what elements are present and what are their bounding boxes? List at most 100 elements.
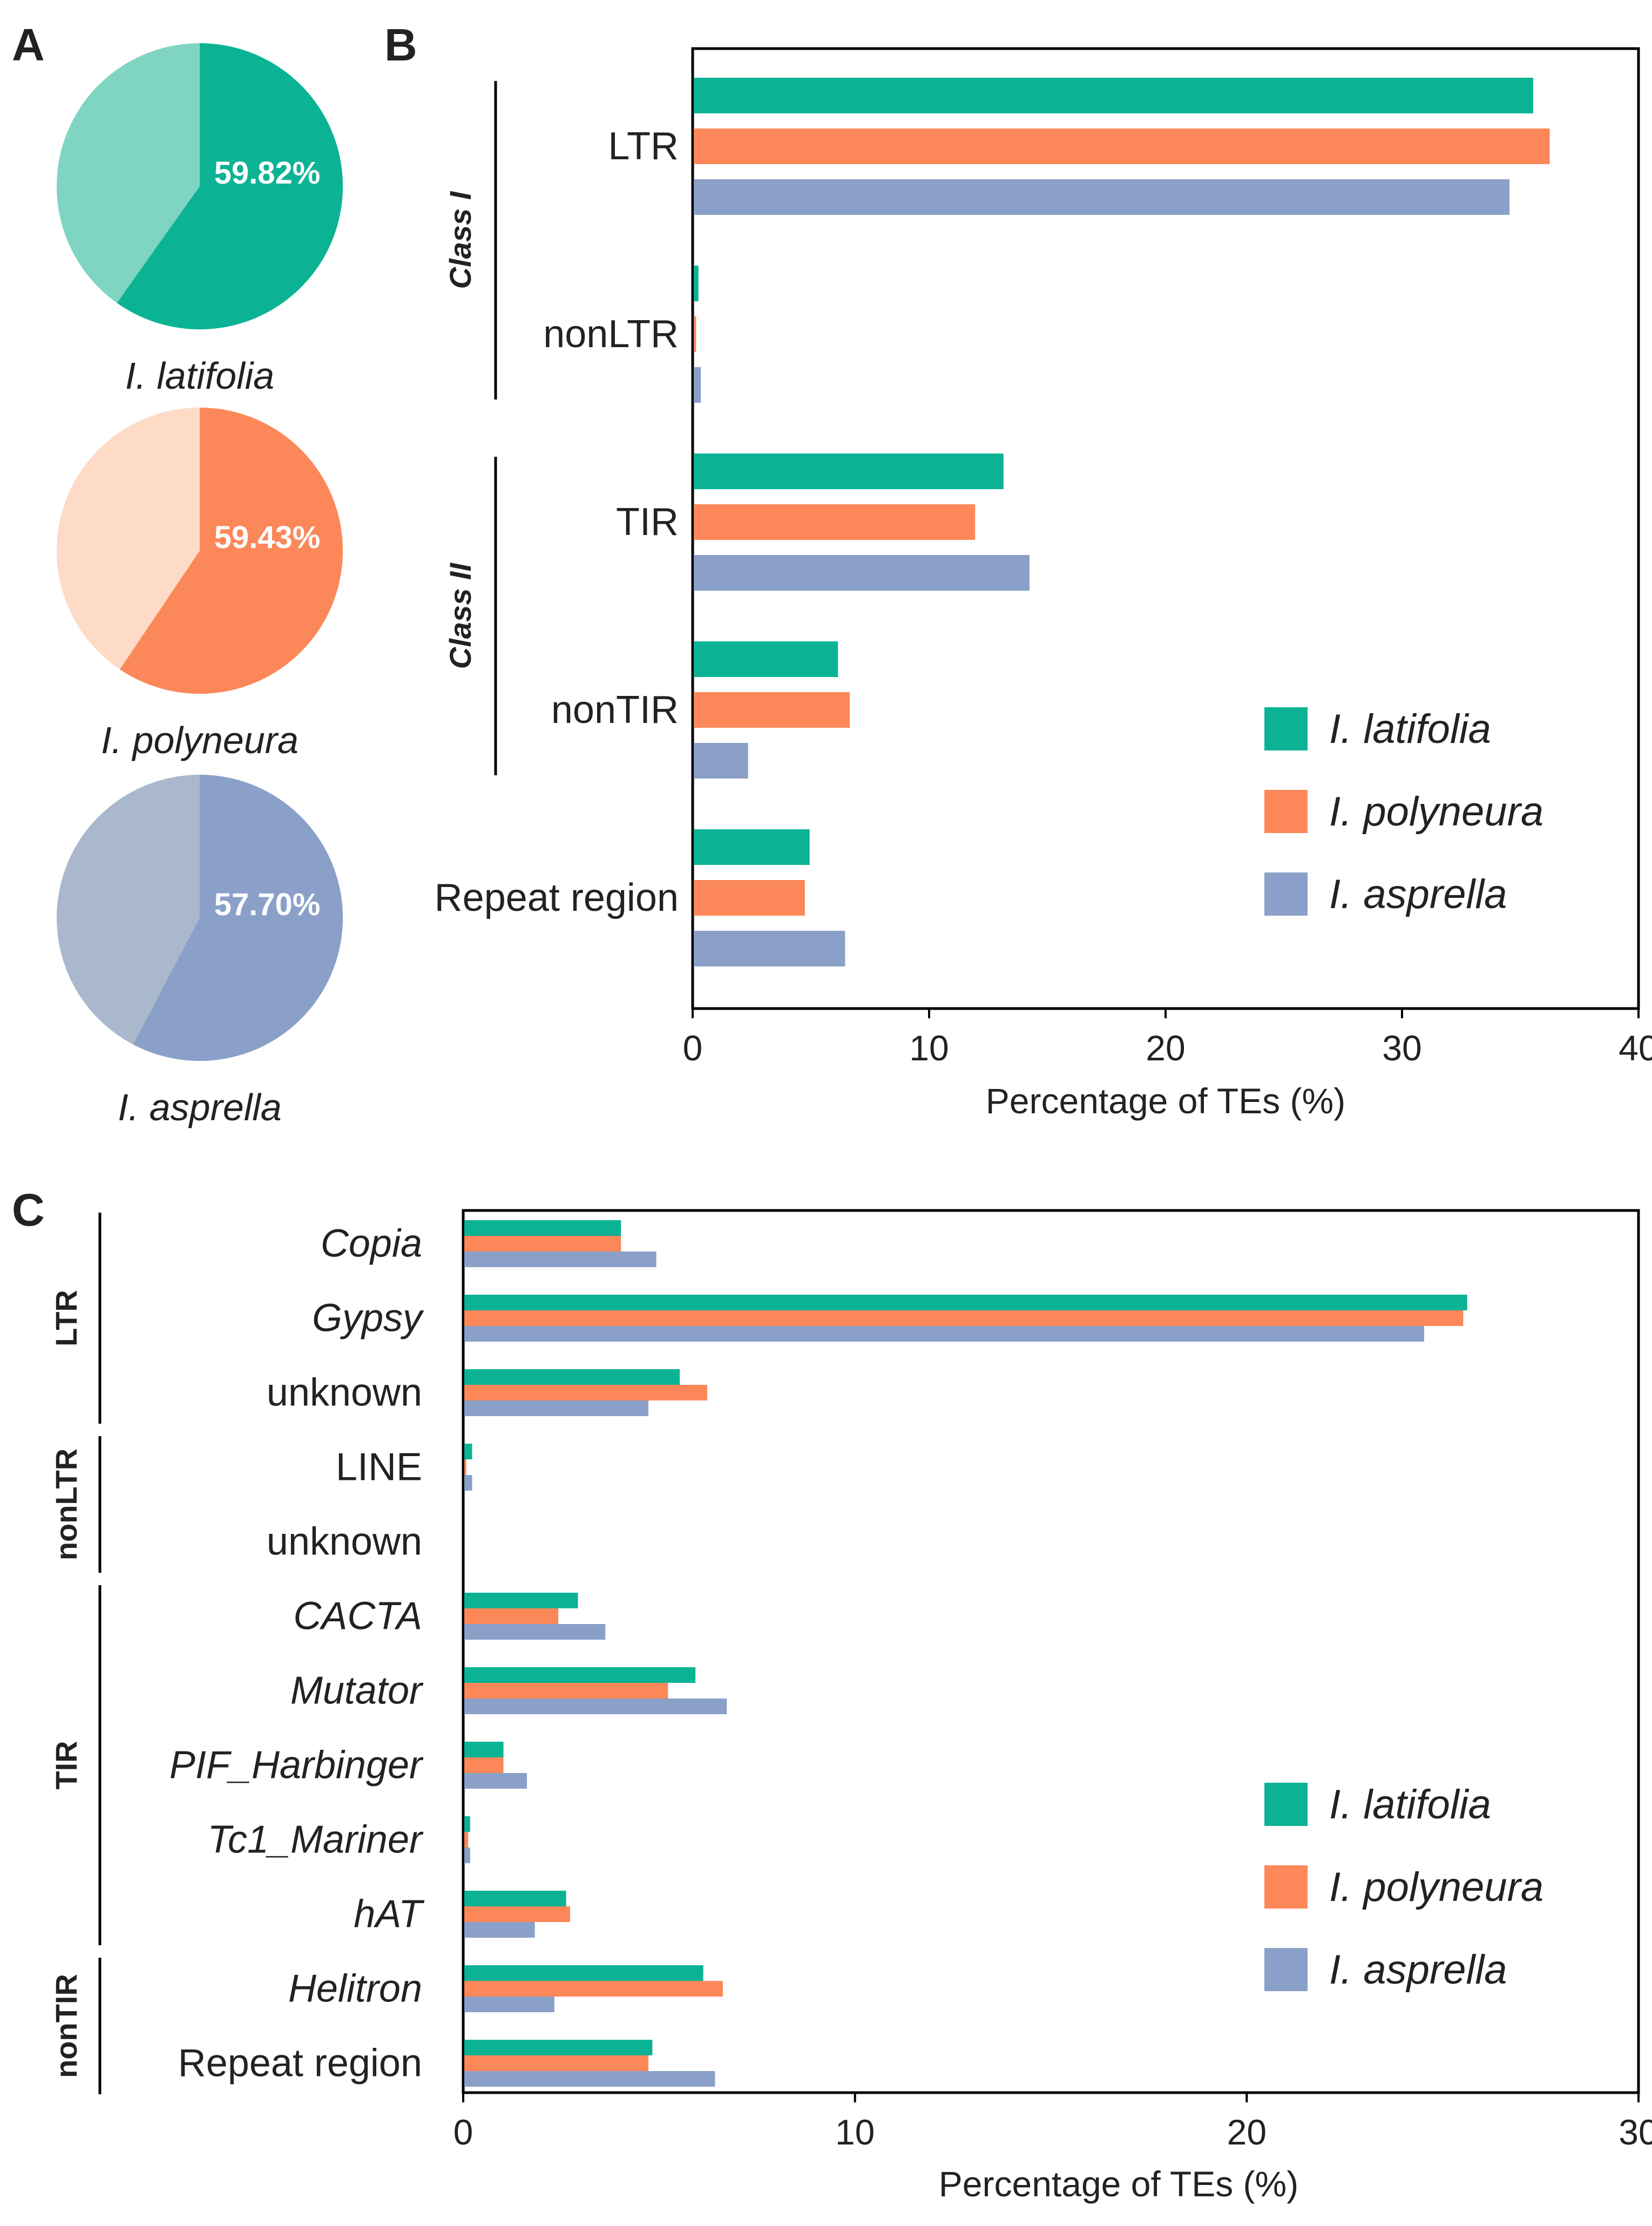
bar-gypsy-1-polyneura (464, 1310, 1464, 1326)
bar-gypsy-1-latifolia (464, 1295, 1467, 1310)
x-tick-label-20: 20 (1146, 1028, 1185, 1068)
bar-tc1-mariner-8-polyneura (464, 1832, 469, 1848)
bar-repeat-region-4-latifolia (694, 829, 810, 865)
bar-unknown-2-asprella (464, 1400, 649, 1416)
bar-line-3-latifolia (464, 1444, 472, 1459)
pie-polyneura-percent: 59.43% (214, 520, 321, 555)
pie-latifolia-species: I. latifolia (125, 355, 274, 397)
category-label-cacta-5: CACTA (293, 1595, 422, 1638)
category-label-hat-9: hAT (354, 1893, 425, 1936)
panel-b-label: B (384, 19, 417, 70)
bar-nonltr-1-asprella (694, 367, 701, 403)
category-label-unknown-2: unknown (267, 1371, 422, 1415)
bar-nontir-3-latifolia (694, 641, 838, 677)
category-label-pif-harbinger-7: PIF_Harbinger (170, 1744, 424, 1787)
legend-label-latifolia: I. latifolia (1329, 706, 1491, 752)
group-label-class-i: Class I (443, 191, 477, 289)
bar-mutator-6-polyneura (464, 1683, 668, 1699)
legend-swatch-polyneura (1264, 1865, 1308, 1909)
panel-a-pies: 59.82% I. latifolia 59.43% I. polyneura … (56, 43, 343, 1128)
category-label-repeat-region-11: Repeat region (178, 2042, 422, 2085)
pie-latifolia-percent: 59.82% (214, 155, 321, 191)
category-label-gypsy-1: Gypsy (312, 1297, 424, 1340)
category-label-copia-0: Copia (321, 1222, 422, 1266)
category-label-unknown-4: unknown (267, 1520, 422, 1564)
bar-copia-0-asprella (464, 1251, 656, 1267)
bar-unknown-2-polyneura (464, 1385, 707, 1400)
bar-repeat-region-11-latifolia (464, 2040, 653, 2055)
bar-pif-harbinger-7-asprella (464, 1773, 527, 1789)
category-label-line-3: LINE (336, 1446, 422, 1489)
pie-polyneura-species: I. polyneura (101, 719, 299, 761)
category-label-ltr-0: LTR (608, 125, 679, 168)
category-label-tc1-mariner-8: Tc1_Mariner (207, 1818, 424, 1862)
panel-c-marks: 0 10 20 30 Copia Gypsy unknown LINE unknown CACTA… (49, 1213, 1652, 2152)
bar-helitron-10-latifolia (464, 1965, 703, 1981)
bar-helitron-10-asprella (464, 1997, 554, 2012)
bar-copia-0-latifolia (464, 1220, 621, 1236)
bar-pif-harbinger-7-latifolia (464, 1742, 504, 1757)
category-label-repeat-region-4: Repeat region (435, 876, 679, 919)
bar-ltr-0-asprella (694, 179, 1510, 215)
category-label-tir-2: TIR (616, 500, 679, 544)
bar-copia-0-polyneura (464, 1236, 621, 1251)
category-label-nonltr-1: nonLTR (543, 313, 679, 356)
x-tick-label-0: 0 (453, 2112, 473, 2152)
legend-label-asprella: I. asprella (1329, 871, 1507, 917)
bar-repeat-region-4-polyneura (694, 880, 805, 916)
x-tick-label-40: 40 (1619, 1028, 1652, 1068)
pie-asprella-species: I. asprella (118, 1086, 281, 1128)
group-label-nonltr: nonLTR (49, 1449, 83, 1560)
bar-pif-harbinger-7-polyneura (464, 1757, 504, 1773)
legend-swatch-latifolia (1264, 1783, 1308, 1826)
bar-cacta-5-latifolia (464, 1593, 578, 1608)
panel-c-plot-frame (462, 1209, 1640, 2094)
bar-unknown-2-latifolia (464, 1369, 680, 1385)
panel-c-chart: Percentage of TEs (%) (462, 1209, 1640, 2204)
bar-repeat-region-11-asprella (464, 2071, 715, 2087)
legend-swatch-asprella (1264, 872, 1308, 916)
x-tick-label-30: 30 (1619, 2112, 1652, 2152)
legend-label-polyneura: I. polyneura (1329, 789, 1543, 835)
group-label-nontir: nonTIR (49, 1974, 83, 2078)
bar-line-3-asprella (464, 1475, 472, 1491)
category-label-helitron-10: Helitron (288, 1967, 422, 2011)
bar-tir-2-latifolia (694, 454, 1004, 489)
panel-c-x-axis-title: Percentage of TEs (%) (939, 2164, 1298, 2204)
bar-ltr-0-latifolia (694, 78, 1533, 113)
bar-nontir-3-asprella (694, 743, 748, 779)
bar-mutator-6-asprella (464, 1699, 727, 1714)
bar-hat-9-polyneura (464, 1906, 570, 1922)
bar-gypsy-1-asprella (464, 1326, 1424, 1342)
legend-swatch-polyneura (1264, 790, 1308, 833)
pie-asprella: 57.70% I. asprella (56, 775, 343, 1128)
pie-asprella-percent: 57.70% (214, 887, 321, 922)
pie-asprella-slice (133, 775, 343, 1061)
x-tick-label-30: 30 (1382, 1028, 1421, 1068)
category-label-mutator-6: Mutator (290, 1669, 424, 1713)
bar-ltr-0-polyneura (694, 128, 1550, 164)
x-tick-label-10: 10 (835, 2112, 875, 2152)
bar-cacta-5-asprella (464, 1624, 606, 1640)
panel-c-label: C (12, 1185, 45, 1235)
group-label-ltr: LTR (49, 1290, 83, 1347)
panel-b-marks: 0 10 20 30 40 LTR nonLTR TIR nonTIR Repeat region… (435, 78, 1652, 1068)
bar-tc1-mariner-8-latifolia (464, 1816, 470, 1832)
legend-label-latifolia: I. latifolia (1329, 1782, 1491, 1828)
x-tick-label-20: 20 (1227, 2112, 1267, 2152)
bar-tir-2-asprella (694, 555, 1030, 591)
bar-line-3-polyneura (464, 1459, 466, 1475)
x-tick-label-10: 10 (909, 1028, 949, 1068)
bar-nontir-3-polyneura (694, 692, 850, 728)
bar-mutator-6-latifolia (464, 1667, 696, 1683)
pie-latifolia: 59.82% I. latifolia (56, 43, 343, 397)
legend-label-polyneura: I. polyneura (1329, 1864, 1543, 1910)
bar-tc1-mariner-8-asprella (464, 1848, 470, 1863)
pie-latifolia-slice (117, 43, 343, 329)
group-label-tir: TIR (49, 1741, 83, 1789)
bar-helitron-10-polyneura (464, 1981, 723, 1997)
panel-a-label: A (12, 19, 45, 70)
group-label-class-ii: Class II (443, 563, 477, 669)
bar-repeat-region-11-polyneura (464, 2055, 649, 2071)
